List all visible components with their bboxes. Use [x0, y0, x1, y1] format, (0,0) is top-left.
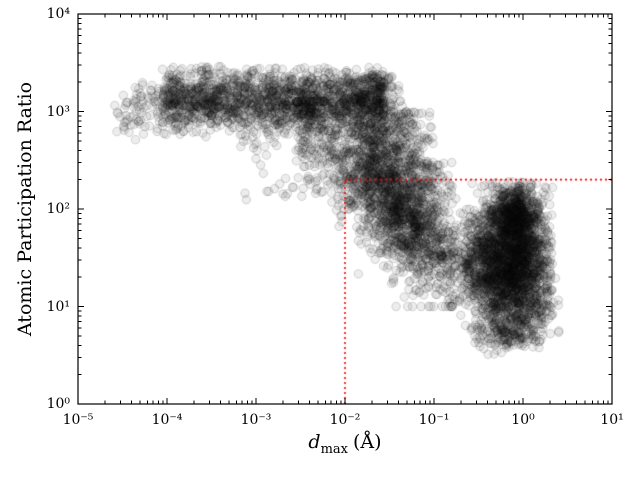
y-tick-label: 10⁴ [46, 6, 70, 22]
x-tick-label: 10¹ [600, 412, 624, 428]
y-tick-label: 10³ [46, 103, 70, 120]
x-tick-label: 10⁻⁴ [151, 412, 183, 428]
x-tick-label: 10⁻⁵ [62, 412, 94, 428]
x-axis-label: dmax (Å) [225, 431, 465, 457]
x-tick-label: 10⁻¹ [418, 412, 450, 428]
y-tick-label: 10¹ [46, 298, 70, 315]
y-tick-label: 10² [46, 201, 70, 217]
x-tick-label: 10⁻³ [240, 412, 272, 428]
y-tick-label: 10⁰ [46, 396, 70, 412]
x-tick-label: 10⁰ [511, 412, 535, 428]
x-tick-label: 10⁻² [329, 412, 361, 428]
x-axis-label-subscript: max [320, 441, 349, 457]
y-axis-label: Atomic Participation Ratio [14, 81, 36, 337]
x-axis-label-variable: d [308, 431, 321, 453]
x-axis-label-unit: (Å) [353, 431, 382, 453]
